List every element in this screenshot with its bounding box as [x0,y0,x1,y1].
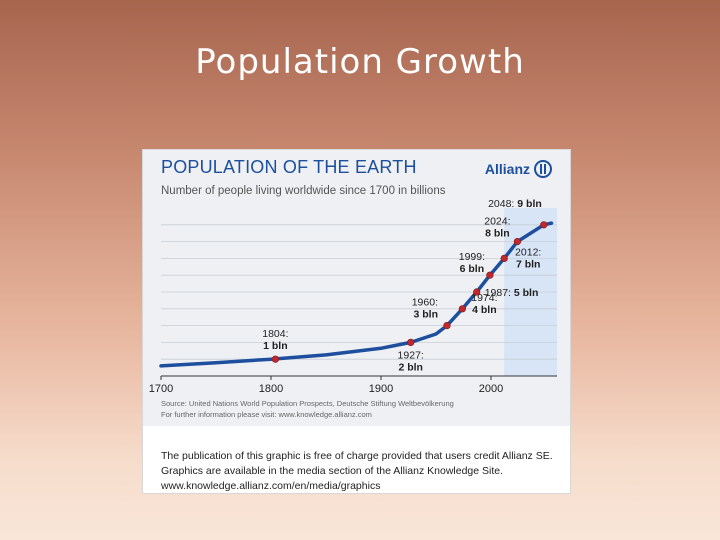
data-label: 2048: 9 bln [488,198,542,210]
data-label-value: 3 bln [413,309,438,321]
data-point-marker [407,338,415,346]
data-label: 1987: 5 bln [485,287,539,299]
data-label-year: 1960: [412,297,438,309]
notice-line: www.knowledge.allianz.com/en/media/graph… [161,480,381,492]
source-line: Source: United Nations World Population … [161,399,454,408]
data-point-marker [540,221,548,229]
x-tick-label: 1800 [259,383,283,395]
data-label-value: 1 bln [263,340,288,352]
x-tick-label: 1700 [149,383,173,395]
x-tick-label: 1900 [369,383,393,395]
brand-logo: Allianz [485,160,552,178]
data-label-value: 6 bln [460,263,485,275]
data-label-value: 4 bln [472,304,497,316]
x-tick-label: 2000 [479,383,503,395]
slide-title: Population Growth [195,42,525,82]
population-chart: 1700 1800 1900 2000 1804:1 bln 1927:2 bln 1960… [149,198,557,395]
notice-line: The publication of this graphic is free … [161,450,553,462]
chart-source: Source: United Nations World Population … [161,398,454,420]
data-point-marker [473,288,481,296]
chart-panel: POPULATION OF THE EARTH Number of people… [143,150,570,493]
data-label-year: 2024: [484,216,510,228]
data-label-year: 1804: [262,328,288,340]
data-point-marker [486,271,494,279]
data-point-marker [271,355,279,363]
chart-title: POPULATION OF THE EARTH [161,157,417,177]
brand-name: Allianz [484,161,530,177]
data-point-marker [458,305,467,313]
notice-line: Graphics are available in the media sect… [161,465,504,477]
data-label-value: 7 bln [516,258,541,270]
usage-notice: The publication of this graphic is free … [161,449,561,494]
chart-background [143,150,570,426]
chart-subtitle: Number of people living worldwide since … [161,185,446,197]
data-label-year: 2012: [515,246,541,258]
allianz-eagle-icon [534,160,552,178]
source-line: For further information please visit: ww… [161,410,372,419]
data-point-marker [513,237,522,246]
data-label-value: 8 bln [485,228,510,240]
data-point-marker [500,254,508,262]
data-label-year: 1927: [398,349,424,361]
data-label-value: 2 bln [398,361,423,373]
data-point-marker [443,322,451,330]
data-label-year: 1999: [459,251,485,263]
